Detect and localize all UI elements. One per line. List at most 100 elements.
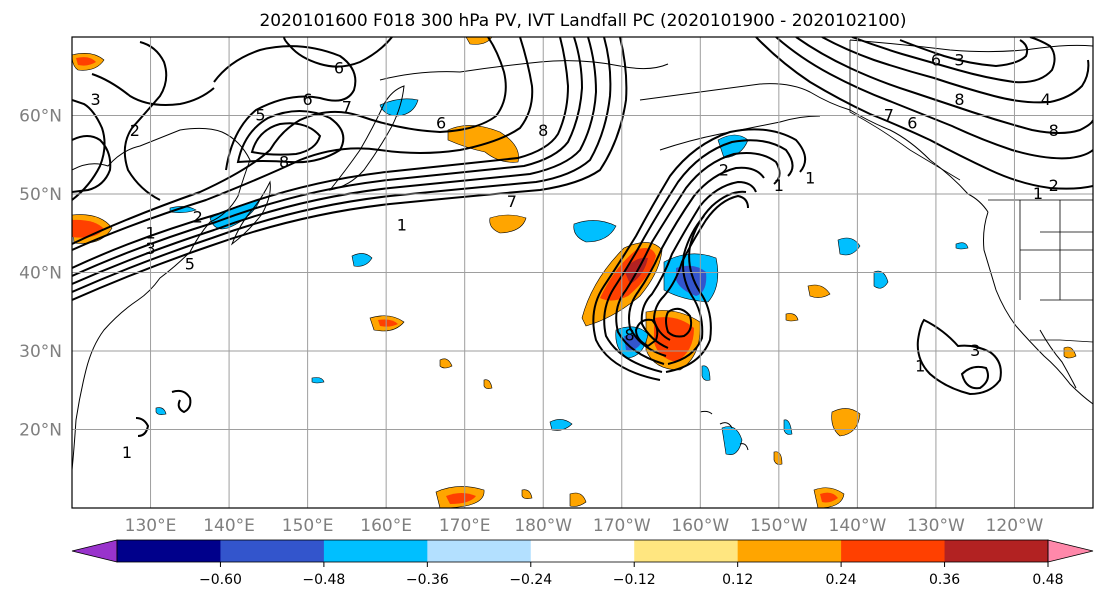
shade-red-nw <box>76 57 96 66</box>
colorbar-tick-label: 0.48 <box>1032 572 1063 588</box>
contour-label: 3 <box>970 341 980 360</box>
contour-label: 2 <box>193 208 203 227</box>
contour-label: 4 <box>1041 90 1051 109</box>
pv-contours <box>72 37 1093 437</box>
colorbar <box>71 539 1094 563</box>
shade-orange-small1 <box>439 358 453 369</box>
shade-blue-east1 <box>837 237 861 256</box>
contour-label: 6 <box>303 90 313 109</box>
colorbar-box <box>530 540 635 562</box>
colorbar-tick-label: −0.60 <box>199 572 242 588</box>
contour-label: 3 <box>145 239 155 258</box>
shade-orange-mid <box>489 214 527 234</box>
contour-label: 8 <box>1049 121 1059 140</box>
pv-shading <box>72 37 1077 508</box>
lon-tick-label: 160°W <box>671 516 729 536</box>
colorbar-box <box>634 540 739 562</box>
border-states <box>1019 200 1093 301</box>
contour-label: 8 <box>625 325 635 344</box>
shade-blue-mid <box>573 220 617 243</box>
contour-label: 7 <box>884 106 894 125</box>
coast-kamchatka <box>328 85 405 191</box>
coast-asia <box>72 127 251 471</box>
lon-tick-label: 170°E <box>439 516 491 536</box>
shade-orange-small4 <box>785 313 799 322</box>
shade-blue-east2 <box>873 270 889 289</box>
lon-tick-label: 170°W <box>593 516 651 536</box>
colorbar-tick-label: −0.48 <box>302 572 345 588</box>
contour-label: 8 <box>538 121 548 140</box>
coast-na-west <box>983 211 1093 405</box>
shade-orange-small3 <box>773 451 783 465</box>
contour-label: 1 <box>774 176 784 195</box>
contour-label: 7 <box>342 98 352 117</box>
colorbar-extend-low <box>71 539 118 563</box>
map-title: 2020101600 F018 300 hPa PV, IVT Landfall… <box>259 11 906 31</box>
contour-label: 6 <box>907 113 917 132</box>
contour-label: 2 <box>130 121 140 140</box>
coast-aleutians <box>659 115 821 151</box>
colorbar-box <box>427 540 532 562</box>
shade-blue-w2 <box>351 253 373 267</box>
lon-tick-label: 130°W <box>907 516 965 536</box>
shade-blue-hawaii <box>721 426 743 455</box>
contour-label: 1 <box>397 215 407 234</box>
shade-blue-small3 <box>311 377 325 384</box>
lon-tick-label: 140°E <box>203 516 255 536</box>
longitude-labels: 130°E 140°E 150°E 160°E 170°E 180°W 170°W 160°W… <box>125 516 1044 536</box>
colorbar-tick-label: 0.36 <box>929 572 960 588</box>
shade-blue-small5 <box>701 365 711 381</box>
contour-label: 5 <box>255 106 265 125</box>
contour-label: 8 <box>954 90 964 109</box>
contour-label: 3 <box>954 51 964 70</box>
contour-label: 2 <box>1049 176 1059 195</box>
coastlines <box>72 39 1093 471</box>
contour-label: 6 <box>436 113 446 132</box>
contour-label: 1 <box>145 223 155 242</box>
lon-tick-label: 150°E <box>282 516 334 536</box>
shade-blue-small6 <box>783 419 793 435</box>
shade-orange-small2 <box>483 379 493 389</box>
colorbar-tick-label: −0.24 <box>509 572 552 588</box>
shade-orange-bottom3 <box>569 492 587 507</box>
contour-label: 6 <box>334 58 344 77</box>
contour-label: 1 <box>1033 184 1043 203</box>
coast-canada-arctic <box>849 39 1093 53</box>
shade-blue-small4 <box>155 407 167 415</box>
contour-label: 1 <box>122 443 132 462</box>
shade-red-bottom1 <box>446 493 476 504</box>
colorbar-box <box>841 540 946 562</box>
lon-tick-label: 120°W <box>986 516 1044 536</box>
contour-label: 5 <box>185 255 195 274</box>
lat-tick-label: 30°N <box>19 342 62 362</box>
latitude-labels: 60°N 50°N 40°N 30°N 20°N <box>19 107 62 441</box>
coast-siberia <box>379 60 669 81</box>
colorbar-box <box>737 540 842 562</box>
border-us-mexico <box>1030 339 1093 343</box>
shade-red-bottom2 <box>820 492 838 503</box>
lat-tick-label: 50°N <box>19 185 62 205</box>
colorbar-extend-high <box>1047 539 1094 563</box>
colorbar-box <box>220 540 325 562</box>
contour-label: 1 <box>805 168 815 187</box>
lat-tick-label: 60°N <box>19 107 62 127</box>
colorbar-tick-label: 0.24 <box>826 572 857 588</box>
contour-label: 2 <box>719 160 729 179</box>
lon-tick-label: 160°E <box>360 516 412 536</box>
graticule <box>72 37 1093 508</box>
colorbar-box <box>323 540 428 562</box>
lon-tick-label: 180°W <box>514 516 572 536</box>
contour-label: 6 <box>931 51 941 70</box>
shade-blue-small2 <box>955 242 969 250</box>
colorbar-box <box>944 540 1049 562</box>
contour-label: 8 <box>279 153 289 172</box>
shade-blue-small1 <box>169 206 197 213</box>
contour-label: 7 <box>507 192 517 211</box>
lon-tick-label: 150°W <box>750 516 808 536</box>
coast-hawaii <box>699 410 749 451</box>
shade-orange-small5 <box>521 489 533 499</box>
lon-tick-label: 140°W <box>829 516 887 536</box>
shade-blue-s1 <box>549 419 573 431</box>
